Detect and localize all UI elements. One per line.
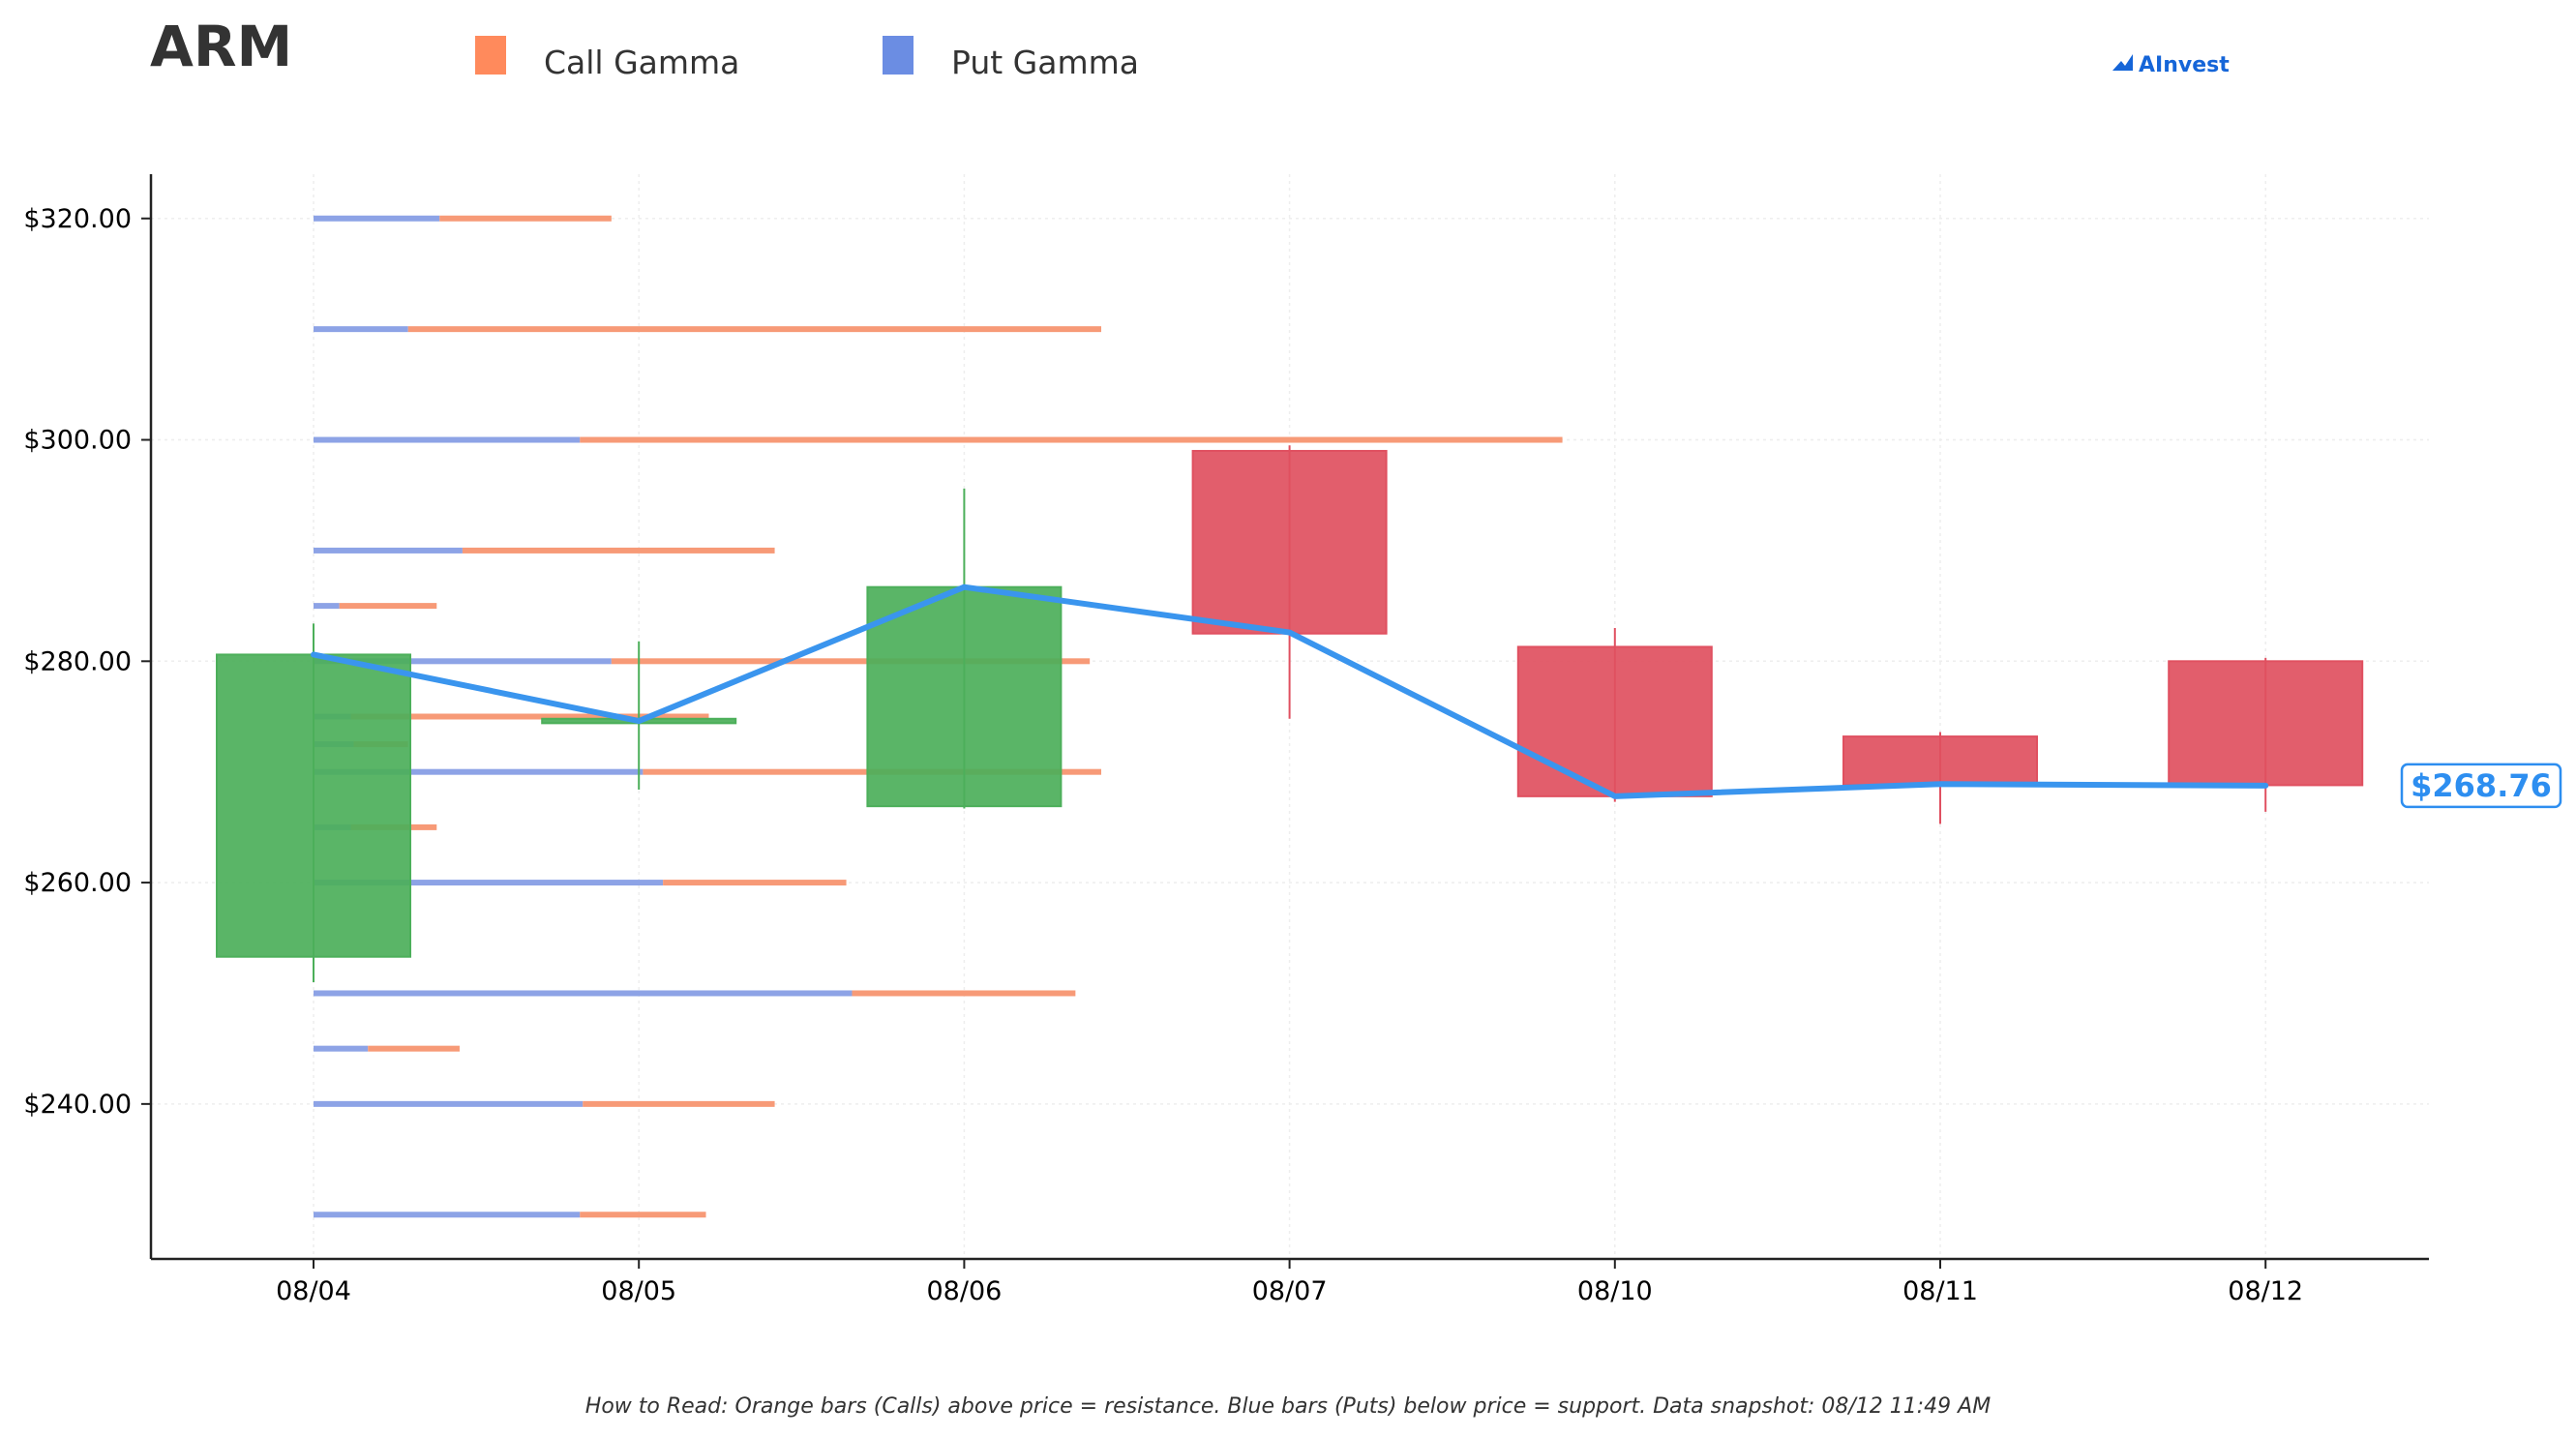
call-gamma-bar (580, 436, 1563, 443)
put-gamma-bar (314, 768, 644, 775)
x-tick-label: 08/06 (926, 1276, 1002, 1306)
call-gamma-bar (462, 547, 775, 554)
put-gamma-bar (314, 1100, 584, 1107)
put-gamma-bar (314, 880, 664, 886)
candle-body (866, 585, 1063, 808)
x-tick-label: 08/07 (1252, 1276, 1328, 1306)
put-gamma-bar (314, 990, 853, 997)
candle-body (1191, 449, 1388, 635)
y-tick-label: $260.00 (23, 868, 132, 898)
call-gamma-bar (339, 603, 437, 610)
put-gamma-bar (314, 603, 340, 610)
x-tick-label: 08/04 (276, 1276, 351, 1306)
call-gamma-bar (439, 215, 612, 222)
call-gamma-legend-label: Call Gamma (544, 44, 739, 81)
x-tick-label: 08/12 (2228, 1276, 2303, 1306)
call-gamma-bar (350, 713, 709, 720)
put-gamma-legend-swatch (883, 36, 914, 75)
call-gamma-bar (368, 1045, 460, 1052)
price-tag-label: $268.76 (2411, 767, 2552, 804)
candle-body (1842, 735, 2038, 787)
call-gamma-bar (611, 658, 1091, 665)
y-tick-label: $240.00 (23, 1090, 132, 1120)
y-tick-label: $300.00 (23, 426, 132, 456)
call-gamma-bar (580, 1212, 706, 1218)
candle-body (216, 653, 411, 958)
put-gamma-bar (314, 547, 463, 554)
x-tick-label: 08/05 (601, 1276, 676, 1306)
legend: Call Gamma Put Gamma (475, 36, 1139, 81)
call-gamma-bar (407, 326, 1101, 333)
candles (216, 445, 2364, 983)
y-tick-label: $320.00 (23, 204, 132, 234)
x-tick-label: 08/11 (1902, 1276, 1978, 1306)
brand-chart-icon (2112, 54, 2133, 71)
call-gamma-bar (852, 990, 1076, 997)
x-tick-label: 08/10 (1577, 1276, 1653, 1306)
how-to-read-footnote: How to Read: Orange bars (Calls) above p… (585, 1394, 1991, 1419)
x-axis-ticks: 08/04 08/05 08/06 08/07 08/10 08/11 08/12 (276, 1259, 2303, 1306)
price-line-group (311, 584, 2269, 799)
price-line (311, 584, 2269, 799)
price-tag-box (2400, 763, 2562, 809)
put-gamma-bar (314, 1212, 581, 1218)
call-gamma-bar (663, 880, 847, 886)
current-price-tag: $268.76 (2400, 763, 2562, 809)
put-gamma-bar (314, 1045, 369, 1052)
brand-logo: AInvest (2112, 53, 2230, 77)
candle-body (1516, 645, 1713, 797)
put-gamma-bar (314, 436, 581, 443)
call-gamma-bar (583, 1100, 775, 1107)
put-gamma-bar (314, 326, 408, 333)
call-gamma-legend-swatch (475, 36, 506, 75)
candle-body (2168, 660, 2364, 787)
brand-name: AInvest (2139, 53, 2230, 77)
put-gamma-bar (314, 215, 440, 222)
put-gamma-bar (314, 658, 612, 665)
ticker-title: ARM (150, 14, 292, 79)
y-axis-ticks: $240.00 $260.00 $280.00 $300.00 $320.00 (23, 204, 151, 1120)
put-gamma-legend-label: Put Gamma (951, 44, 1139, 81)
y-tick-label: $280.00 (23, 646, 132, 676)
